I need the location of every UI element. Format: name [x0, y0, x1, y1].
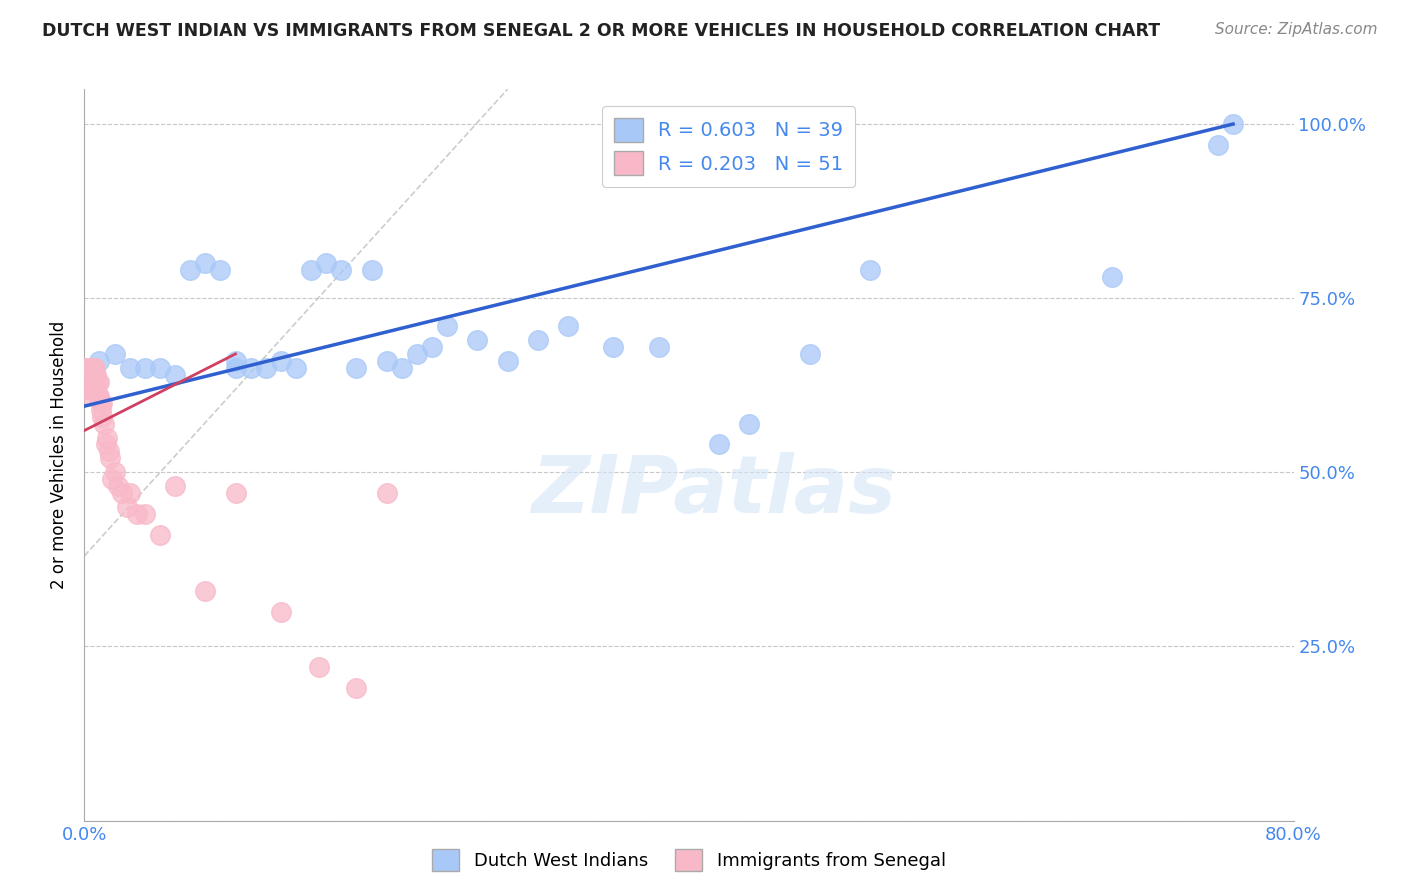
Point [557, 319, 579, 334]
Point [134, 507, 156, 521]
Point [375, 354, 398, 368]
Point [1222, 117, 1244, 131]
Point [118, 486, 141, 500]
Point [82, 368, 104, 382]
Point [496, 354, 519, 368]
Point [80, 360, 103, 375]
Point [77, 360, 100, 375]
Point [209, 263, 232, 277]
Point [165, 479, 187, 493]
Point [100, 472, 122, 486]
Point [194, 583, 217, 598]
Point [239, 360, 262, 375]
Point [346, 681, 368, 696]
Point [165, 368, 187, 382]
Point [315, 256, 337, 270]
Point [375, 486, 398, 500]
Point [118, 360, 141, 375]
Point [859, 263, 882, 277]
Point [270, 605, 292, 619]
Point [738, 417, 761, 431]
Point [308, 660, 330, 674]
Point [602, 340, 624, 354]
Point [79, 375, 101, 389]
Point [76, 360, 98, 375]
Point [77, 375, 100, 389]
Point [82, 360, 104, 375]
Point [225, 360, 247, 375]
Text: Source: ZipAtlas.com: Source: ZipAtlas.com [1215, 22, 1378, 37]
Point [436, 319, 458, 334]
Point [98, 451, 121, 466]
Point [84, 382, 107, 396]
Point [799, 347, 821, 361]
Point [104, 347, 127, 361]
Point [89, 389, 111, 403]
Point [194, 256, 217, 270]
Point [80, 389, 103, 403]
Point [84, 368, 107, 382]
Point [84, 360, 107, 375]
Legend: R = 0.603   N = 39, R = 0.203   N = 51: R = 0.603 N = 39, R = 0.203 N = 51 [602, 106, 855, 186]
Point [1206, 137, 1229, 152]
Point [87, 375, 110, 389]
Point [91, 409, 114, 424]
Point [254, 360, 277, 375]
Point [82, 382, 104, 396]
Point [93, 417, 115, 431]
Point [134, 360, 156, 375]
Text: DUTCH WEST INDIAN VS IMMIGRANTS FROM SENEGAL 2 OR MORE VEHICLES IN HOUSEHOLD COR: DUTCH WEST INDIAN VS IMMIGRANTS FROM SEN… [42, 22, 1160, 40]
Point [90, 395, 112, 409]
Point [285, 360, 308, 375]
Point [527, 333, 550, 347]
Point [80, 382, 103, 396]
Y-axis label: 2 or more Vehicles in Household: 2 or more Vehicles in Household [51, 321, 69, 589]
Text: ZIPatlas: ZIPatlas [530, 452, 896, 531]
Point [86, 368, 108, 382]
Point [111, 486, 134, 500]
Point [179, 263, 201, 277]
Point [79, 382, 101, 396]
Point [87, 389, 110, 403]
Point [391, 360, 413, 375]
Point [360, 263, 382, 277]
Point [225, 354, 247, 368]
Legend: Dutch West Indians, Immigrants from Senegal: Dutch West Indians, Immigrants from Sene… [425, 842, 953, 879]
Point [86, 382, 108, 396]
Point [80, 368, 103, 382]
Point [94, 437, 117, 451]
Point [1101, 270, 1123, 285]
Point [76, 368, 98, 382]
Point [420, 340, 443, 354]
Point [299, 263, 322, 277]
Point [96, 430, 118, 444]
Point [107, 479, 129, 493]
Point [91, 395, 114, 409]
Point [149, 528, 172, 542]
Point [149, 360, 172, 375]
Point [346, 360, 368, 375]
Point [97, 444, 120, 458]
Point [115, 500, 138, 515]
Point [406, 347, 429, 361]
Point [77, 382, 100, 396]
Point [89, 375, 111, 389]
Point [127, 507, 149, 521]
Point [79, 360, 101, 375]
Point [467, 333, 489, 347]
Point [80, 375, 103, 389]
Point [709, 437, 731, 451]
Point [104, 466, 127, 480]
Point [270, 354, 292, 368]
Point [89, 354, 111, 368]
Point [225, 486, 247, 500]
Point [90, 402, 112, 417]
Point [330, 263, 353, 277]
Point [80, 360, 103, 375]
Point [648, 340, 671, 354]
Point [82, 375, 104, 389]
